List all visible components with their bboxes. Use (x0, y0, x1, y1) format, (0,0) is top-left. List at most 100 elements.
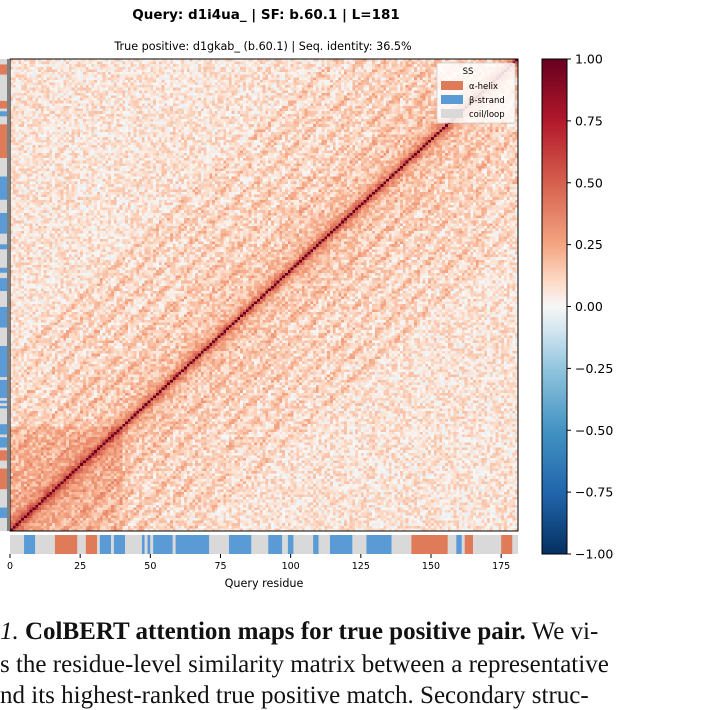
row-ss-segment-helix (0, 64, 7, 75)
ss-segment-coil (473, 535, 502, 554)
legend: SS α-helix β-strand coil/loop (436, 62, 516, 124)
colorbar-tick-label: −0.25 (575, 361, 613, 376)
ss-segment-coil (282, 535, 288, 554)
legend-box (436, 62, 516, 124)
row-ss-segment-strand (0, 379, 7, 399)
ss-segment-coil (447, 535, 457, 554)
row-ss-segment-coil (0, 158, 7, 177)
ss-segment-coil (318, 535, 330, 554)
x-tick-label: 125 (352, 561, 370, 572)
colorbar-tick-label: 1.00 (575, 52, 603, 67)
legend-label: β-strand (469, 96, 505, 106)
row-ss-segment-strand (0, 244, 7, 250)
row-ss-segment-coil (0, 460, 7, 469)
ss-segment-coil (125, 535, 142, 554)
x-tick-label: 50 (144, 561, 156, 572)
row-ss-segment-coil (0, 398, 7, 401)
ss-segment-strand (147, 535, 151, 554)
row-ss-segment-strand (0, 400, 7, 404)
row-ss-segment-coil (0, 447, 7, 451)
ss-segment-strand (24, 535, 36, 554)
ss-segment-strand (99, 535, 112, 554)
ss-segment-coil (77, 535, 86, 554)
row-ss-segment-strand (0, 306, 7, 328)
row-ss-segment-coil (0, 377, 7, 380)
x-tick-label: 75 (214, 561, 226, 572)
ss-segment-coil (35, 535, 55, 554)
row-ss-segment-coil (0, 199, 7, 213)
legend-title: SS (463, 67, 474, 77)
row-ss-segment-coil (0, 272, 7, 279)
ss-segment-strand (456, 535, 462, 554)
figure: Query: d1i4ua_ | SF: b.60.1 | L=181 True… (0, 7, 613, 590)
ss-segment-strand (153, 535, 173, 554)
legend-swatch (441, 81, 463, 90)
ss-segment-strand (329, 535, 353, 554)
colorbar-tick-label: 0.75 (575, 113, 603, 128)
ss-segment-helix (464, 535, 474, 554)
row-ss-segment-coil (0, 489, 7, 508)
x-tick-label: 100 (282, 561, 300, 572)
ss-segment-strand (268, 535, 283, 554)
row-ss-segment-strand (0, 507, 7, 518)
ss-segment-helix (85, 535, 98, 554)
row-ss-segment-strand (0, 111, 7, 117)
x-axis-label: Query residue (225, 577, 304, 590)
colorbar-tick-label: 0.25 (575, 237, 603, 252)
row-ss-segment-coil (0, 108, 7, 112)
colorbar-tick-label: 0.00 (575, 299, 603, 314)
ss-track (10, 535, 518, 554)
row-ss-segment-helix (0, 450, 7, 461)
ss-segment-coil (209, 535, 229, 554)
caption-text: We vi- (531, 618, 599, 645)
row-ss-segment-coil (0, 408, 7, 425)
row-ss-segment-coil (0, 116, 7, 125)
x-axis: 0 25 50 75 100 125 150 175 (7, 554, 510, 572)
ss-segment-coil (461, 535, 465, 554)
caption-line-1: 1. ColBERT attention maps for true posit… (0, 618, 721, 646)
chart-subtitle: True positive: d1gkab_ (b.60.1) | Seq. i… (113, 40, 412, 53)
ss-segment-coil (251, 535, 269, 554)
colorbar-tick-label: −1.00 (575, 547, 613, 562)
ss-segment-strand (313, 535, 319, 554)
row-ss-segment-strand (0, 267, 7, 273)
row-ss-segment-coil (0, 517, 7, 531)
x-tick-label: 150 (422, 561, 440, 572)
heatmap-matrix (10, 59, 518, 531)
legend-swatch (441, 109, 463, 118)
legend-swatch (441, 95, 463, 104)
ss-segment-coil (512, 535, 518, 554)
ss-segment-coil (150, 535, 154, 554)
colorbar-tick-label: −0.75 (575, 485, 613, 500)
ss-segment-coil (97, 535, 100, 554)
heatmap-frame (9, 58, 519, 532)
row-ss-segment-coil (0, 403, 7, 406)
row-ss-segment-coil (0, 59, 7, 65)
ss-segment-coil (352, 535, 367, 554)
ss-segment-helix (501, 535, 513, 554)
row-ss-segment-coil (0, 291, 7, 307)
caption-figure-number: 1. (0, 618, 19, 645)
row-ss-segment-coil (0, 434, 7, 438)
row-ss-segment-coil (0, 327, 7, 346)
colorbar-ticks: 1.00 0.75 0.50 0.25 0.00 −0.25 −0.50 −0.75 −1.00 (567, 52, 613, 562)
row-ss-segment-strand (0, 176, 7, 200)
row-ss-segment-coil (0, 233, 7, 245)
chart-title: Query: d1i4ua_ | SF: b.60.1 | L=181 (132, 7, 400, 23)
x-tick-label: 25 (74, 561, 86, 572)
row-ss-segment-strand (0, 405, 7, 409)
row-ss-segment-coil (0, 249, 7, 268)
colorbar (541, 58, 568, 555)
ss-segment-coil (111, 535, 114, 554)
caption-line-3: nd its highest-ranked true positive matc… (0, 682, 589, 709)
row-ss-segment-strand (0, 212, 7, 234)
caption-heading: ColBERT attention maps for true positive… (25, 618, 526, 645)
x-tick-label: 175 (492, 561, 510, 572)
ss-segment-helix (54, 535, 78, 554)
legend-label: coil/loop (469, 110, 505, 120)
ss-segment-coil (172, 535, 176, 554)
ss-segment-coil (144, 535, 148, 554)
ss-segment-coil (391, 535, 412, 554)
caption-line-2: s the residue-level similarity matrix be… (0, 651, 609, 678)
colorbar-tick-label: −0.50 (575, 423, 613, 438)
